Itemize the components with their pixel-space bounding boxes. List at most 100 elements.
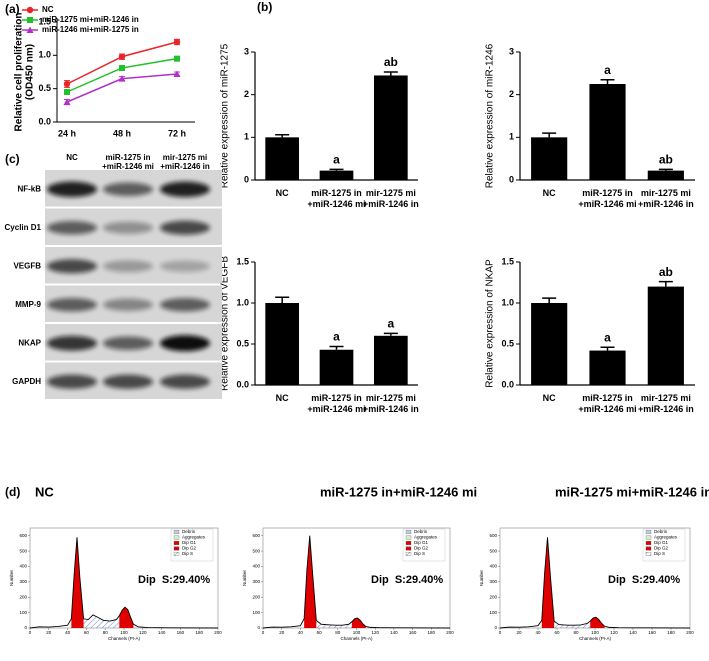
x-tick-label: 140 bbox=[390, 630, 398, 635]
dip-g2-region bbox=[590, 617, 605, 628]
x-tick-label: 160 bbox=[177, 630, 185, 635]
y-tick-label: 0.0 bbox=[236, 379, 249, 389]
row-label: VEGFB bbox=[13, 261, 41, 270]
y-axis-label: Number bbox=[242, 570, 247, 587]
point bbox=[118, 53, 126, 60]
y-tick-label: 1.0 bbox=[501, 297, 514, 307]
point bbox=[173, 38, 181, 46]
x-tick-label: miR-1275 in +miR-1246 mi bbox=[307, 188, 365, 209]
x-tick-label: 120 bbox=[610, 630, 618, 635]
x-tick-label: 180 bbox=[428, 630, 436, 635]
y-tick-label: 1.0 bbox=[38, 50, 51, 60]
y-axis-label: Relative expression of NKAP bbox=[485, 259, 496, 388]
y-tick-label: 400 bbox=[19, 564, 27, 569]
x-tick-label: 40 bbox=[65, 630, 71, 635]
x-tick-label-line: +miR-1246 mi bbox=[307, 199, 365, 209]
band bbox=[103, 260, 153, 273]
significance-label: a bbox=[387, 317, 394, 331]
legend-label: Aggregates bbox=[414, 535, 438, 540]
dip-s-region bbox=[316, 620, 352, 628]
x-tick-label-line: mir-1275 mi bbox=[641, 188, 691, 198]
panel-label: (b) bbox=[257, 0, 272, 14]
band bbox=[47, 259, 97, 274]
dip-g2-region bbox=[351, 618, 366, 628]
error-bar bbox=[383, 71, 398, 76]
error-bar bbox=[542, 132, 557, 138]
bar bbox=[647, 170, 684, 180]
x-tick-label: 80 bbox=[335, 630, 341, 635]
error-bar bbox=[600, 78, 615, 84]
band bbox=[160, 374, 210, 389]
dip-g1-region bbox=[541, 537, 555, 628]
band bbox=[160, 335, 210, 352]
point bbox=[63, 98, 71, 105]
legend-swatch bbox=[173, 546, 180, 551]
x-tick-label: NC bbox=[543, 393, 556, 403]
legend-marker bbox=[26, 26, 34, 33]
histogram-curve bbox=[499, 537, 691, 629]
x-tick-label: 80 bbox=[103, 630, 109, 635]
y-axis-label: Relative expression of VEGFB bbox=[220, 256, 231, 391]
legend-swatch bbox=[405, 530, 412, 534]
y-tick-label: 1.5 bbox=[501, 256, 514, 266]
x-tick-label: 200 bbox=[214, 630, 222, 635]
row-label: NF-kB bbox=[17, 184, 41, 193]
row-label: NKAP bbox=[18, 338, 41, 347]
x-tick-label: 60 bbox=[84, 630, 90, 635]
x-axis-label: Channels (PI-A) bbox=[340, 636, 373, 641]
y-tick-label: 0.5 bbox=[236, 338, 249, 348]
legend-label: Aggregates bbox=[182, 535, 206, 540]
dip-g1-region bbox=[304, 535, 317, 628]
row-label: GAPDH bbox=[12, 377, 41, 386]
x-tick-label: miR-1275 in +miR-1246 mi bbox=[578, 188, 636, 209]
column-header-line: NC bbox=[66, 153, 78, 162]
x-tick-label-line: NC bbox=[276, 393, 289, 403]
band bbox=[47, 181, 97, 197]
x-tick-label: 40 bbox=[535, 630, 541, 635]
bar bbox=[589, 350, 626, 385]
band bbox=[103, 298, 153, 311]
y-tick-label: 1.0 bbox=[236, 297, 249, 307]
x-tick-label-line: mir-1275 mi bbox=[641, 393, 691, 403]
error-bar bbox=[275, 134, 290, 138]
y-tick-label: 0 bbox=[257, 625, 260, 630]
band bbox=[47, 374, 97, 389]
histogram-curve bbox=[262, 535, 451, 629]
y-tick-label: 500 bbox=[489, 548, 497, 553]
plot-title: miR-1275 mi+miR-1246 in bbox=[555, 484, 709, 499]
band bbox=[47, 335, 97, 351]
x-tick-label-line: NC bbox=[543, 393, 556, 403]
band bbox=[103, 221, 153, 234]
y-axis-label: Relative expression of miR-1246 bbox=[485, 43, 496, 188]
x-tick-label: 24 h bbox=[58, 128, 76, 138]
x-tick-label: mir-1275 mi +miR-1246 in bbox=[638, 188, 694, 209]
bar bbox=[265, 137, 300, 180]
y-tick-label: 1 bbox=[509, 132, 514, 142]
y-tick-label: 400 bbox=[489, 564, 497, 569]
x-tick-label-line: +miR-1246 mi bbox=[578, 404, 636, 414]
x-tick-label: 20 bbox=[516, 630, 522, 635]
row-label: Cyclin D1 bbox=[5, 223, 42, 232]
x-tick-label: 160 bbox=[409, 630, 417, 635]
legend-swatch bbox=[405, 546, 412, 551]
legend-label: Dip G2 bbox=[654, 546, 669, 551]
y-axis-label: (OD450 nm) bbox=[25, 44, 36, 100]
bar bbox=[319, 170, 354, 180]
column-header: NC bbox=[66, 153, 78, 162]
histogram-curve bbox=[29, 537, 219, 629]
y-tick-label: 300 bbox=[489, 579, 497, 584]
x-tick-label: 80 bbox=[573, 630, 579, 635]
y-tick-label: 100 bbox=[489, 610, 497, 615]
legend-label: Dip G1 bbox=[414, 540, 429, 545]
legend-label: Dip S bbox=[182, 551, 193, 556]
legend-swatch bbox=[173, 552, 180, 556]
y-tick-label: 300 bbox=[252, 579, 260, 584]
x-tick-label: 140 bbox=[158, 630, 166, 635]
point bbox=[174, 55, 180, 62]
y-tick-label: 2 bbox=[244, 89, 249, 99]
y-tick-label: 3 bbox=[509, 46, 514, 56]
error-bar bbox=[658, 280, 673, 287]
x-tick-label: 48 h bbox=[113, 128, 131, 138]
y-tick-label: 600 bbox=[19, 533, 27, 538]
column-header-line: +miR-1246 in bbox=[160, 162, 210, 171]
